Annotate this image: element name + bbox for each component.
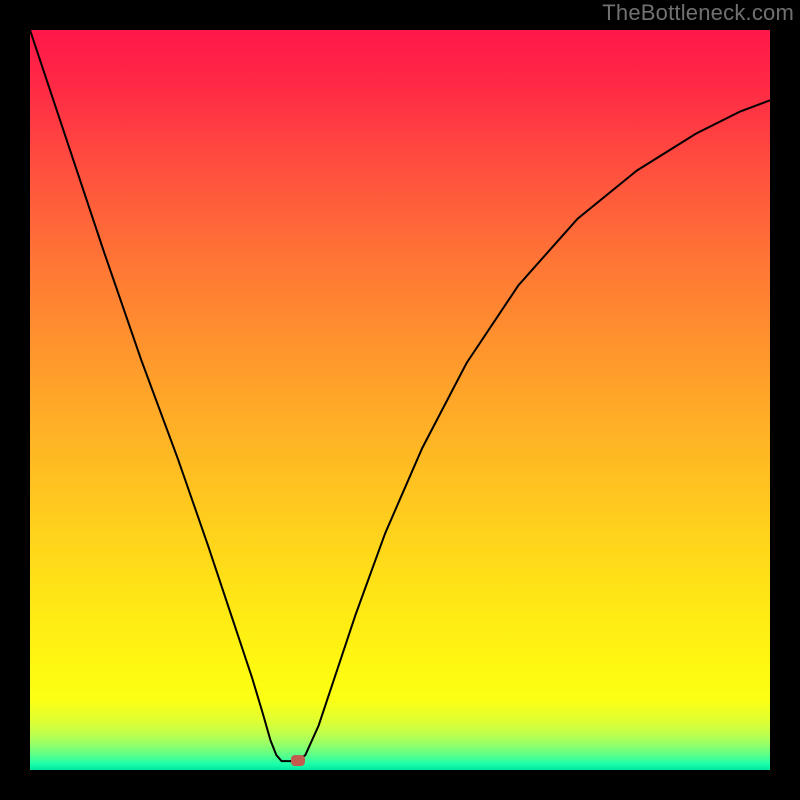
chart-frame: TheBottleneck.com [0,0,800,800]
optimum-marker [291,755,305,766]
watermark-text: TheBottleneck.com [602,0,794,26]
plot-area [30,30,770,770]
gradient-background [30,30,770,770]
